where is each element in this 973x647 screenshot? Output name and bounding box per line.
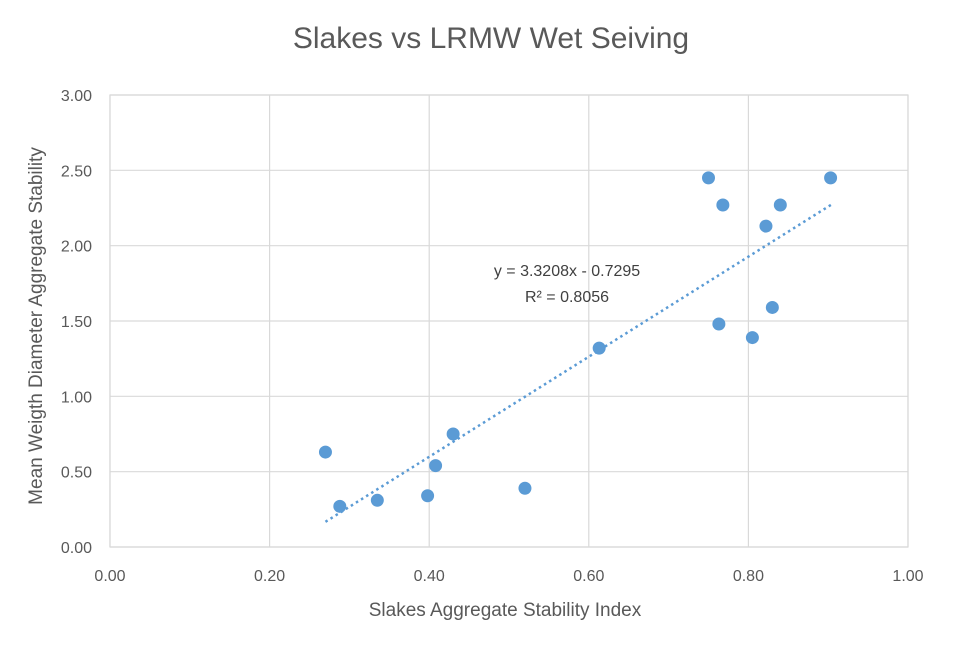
y-tick-label: 0.00 (61, 540, 92, 557)
data-point (370, 493, 384, 507)
data-point (745, 331, 759, 345)
y-tick-label: 1.50 (61, 314, 92, 331)
y-tick-label: 2.50 (61, 163, 92, 180)
y-tick-label: 2.00 (61, 239, 92, 256)
data-point (773, 198, 787, 212)
data-point (446, 427, 460, 441)
data-points (318, 171, 838, 513)
data-point (765, 300, 779, 314)
chart-title: Slakes vs LRMW Wet Seiving (293, 22, 689, 55)
y-axis-title: Mean Weigth Diameter Aggregate Stability (26, 147, 47, 505)
trendline (324, 203, 833, 523)
x-tick-label: 1.00 (892, 568, 923, 585)
x-axis-tick-labels: 0.00 0.20 0.40 0.60 0.80 1.00 (94, 568, 923, 585)
x-tick-label: 0.60 (573, 568, 604, 585)
data-point (333, 499, 347, 513)
y-axis-tick-labels: 0.00 0.50 1.00 1.50 2.00 2.50 3.00 (61, 88, 92, 557)
data-point (759, 219, 773, 233)
data-point (518, 481, 532, 495)
plot-area-border (109, 94, 909, 548)
data-point (716, 198, 730, 212)
data-point (592, 341, 606, 355)
data-point (824, 171, 838, 185)
x-tick-label: 0.40 (414, 568, 445, 585)
gridlines (109, 94, 909, 548)
y-tick-label: 3.00 (61, 88, 92, 105)
data-point (318, 445, 332, 459)
x-tick-label: 0.20 (254, 568, 285, 585)
y-tick-label: 0.50 (61, 465, 92, 482)
x-tick-label: 0.80 (733, 568, 764, 585)
x-tick-label: 0.00 (94, 568, 125, 585)
data-point (712, 317, 726, 331)
data-point (702, 171, 715, 185)
data-point (421, 489, 435, 503)
data-point (429, 459, 443, 473)
y-tick-label: 1.00 (61, 389, 92, 406)
trendline-r2-label: R² = 0.8056 (525, 289, 609, 306)
x-axis-title: Slakes Aggregate Stability Index (369, 600, 642, 621)
trendline-equation-label: y = 3.3208x - 0.7295 (494, 263, 640, 280)
